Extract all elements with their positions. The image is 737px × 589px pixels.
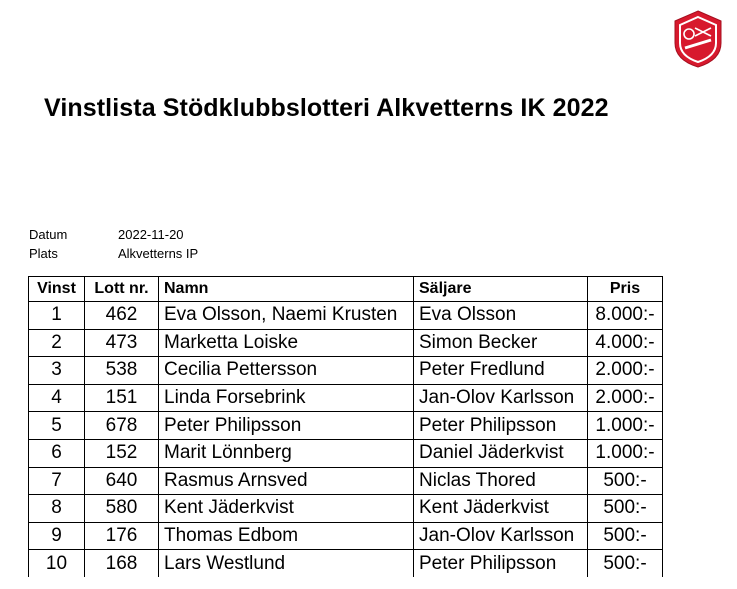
place-value: Alkvetterns IP — [118, 246, 199, 261]
cell-pris: 2.000:- — [587, 356, 663, 385]
cell-vinst: 9 — [28, 521, 85, 551]
cell-saljare: Peter Fredlund — [413, 356, 588, 385]
cell-namn: Marit Lönnberg — [158, 438, 414, 468]
header-pris: Pris — [587, 276, 663, 302]
table-row: 1 462 Eva Olsson, Naemi Krusten Eva Olss… — [28, 301, 663, 330]
cell-pris: 1.000:- — [587, 438, 663, 468]
results-table: Vinst Lott nr. Namn Säljare Pris 1 462 E… — [28, 276, 663, 577]
cell-lott-nr: 538 — [84, 356, 159, 385]
cell-saljare: Jan-Olov Karlsson — [413, 383, 588, 413]
cell-vinst: 2 — [28, 328, 85, 358]
cell-pris: 500:- — [587, 494, 663, 523]
cell-pris: 4.000:- — [587, 328, 663, 358]
cell-saljare: Eva Olsson — [413, 301, 588, 330]
table-row: 7 640 Rasmus Arnsved Niclas Thored 500:- — [28, 466, 663, 496]
cell-vinst: 5 — [28, 411, 85, 440]
date-label: Datum — [29, 227, 68, 242]
cell-lott-nr: 151 — [84, 383, 159, 413]
club-emblem-icon — [671, 10, 725, 68]
cell-pris: 2.000:- — [587, 383, 663, 413]
table-row: 4 151 Linda Forsebrink Jan-Olov Karlsson… — [28, 383, 663, 413]
cell-namn: Linda Forsebrink — [158, 383, 414, 413]
cell-saljare: Peter Philipsson — [413, 411, 588, 440]
header-lott-nr: Lott nr. — [84, 276, 159, 302]
cell-pris: 500:- — [587, 466, 663, 496]
table-header-row: Vinst Lott nr. Namn Säljare Pris — [28, 276, 663, 302]
table-row: 8 580 Kent Jäderkvist Kent Jäderkvist 50… — [28, 494, 663, 523]
cell-lott-nr: 462 — [84, 301, 159, 330]
cell-lott-nr: 678 — [84, 411, 159, 440]
header-vinst: Vinst — [28, 276, 85, 302]
cell-namn: Thomas Edbom — [158, 521, 414, 551]
table-row: 9 176 Thomas Edbom Jan-Olov Karlsson 500… — [28, 521, 663, 551]
cell-namn: Lars Westlund — [158, 549, 414, 577]
cell-namn: Kent Jäderkvist — [158, 494, 414, 523]
cell-namn: Marketta Loiske — [158, 328, 414, 358]
cell-pris: 1.000:- — [587, 411, 663, 440]
cell-lott-nr: 580 — [84, 494, 159, 523]
header-saljare: Säljare — [413, 276, 588, 302]
cell-namn: Peter Philipsson — [158, 411, 414, 440]
cell-lott-nr: 473 — [84, 328, 159, 358]
cell-saljare: Daniel Jäderkvist — [413, 438, 588, 468]
cell-vinst: 10 — [28, 549, 85, 577]
cell-saljare: Peter Philipsson — [413, 549, 588, 577]
cell-lott-nr: 152 — [84, 438, 159, 468]
cell-namn: Rasmus Arnsved — [158, 466, 414, 496]
cell-vinst: 6 — [28, 438, 85, 468]
cell-lott-nr: 168 — [84, 549, 159, 577]
cell-saljare: Niclas Thored — [413, 466, 588, 496]
table-row: 2 473 Marketta Loiske Simon Becker 4.000… — [28, 328, 663, 358]
header-namn: Namn — [158, 276, 414, 302]
cell-namn: Cecilia Pettersson — [158, 356, 414, 385]
table-row: 3 538 Cecilia Pettersson Peter Fredlund … — [28, 356, 663, 385]
cell-namn: Eva Olsson, Naemi Krusten — [158, 301, 414, 330]
place-label: Plats — [29, 246, 58, 261]
cell-vinst: 8 — [28, 494, 85, 523]
cell-pris: 500:- — [587, 549, 663, 577]
cell-saljare: Simon Becker — [413, 328, 588, 358]
table-row: 10 168 Lars Westlund Peter Philipsson 50… — [28, 549, 663, 577]
page-title: Vinstlista Stödklubbslotteri Alkvetterns… — [44, 94, 609, 122]
cell-saljare: Jan-Olov Karlsson — [413, 521, 588, 551]
cell-vinst: 3 — [28, 356, 85, 385]
cell-vinst: 1 — [28, 301, 85, 330]
table-row: 5 678 Peter Philipsson Peter Philipsson … — [28, 411, 663, 440]
date-value: 2022-11-20 — [118, 227, 184, 242]
table-row: 6 152 Marit Lönnberg Daniel Jäderkvist 1… — [28, 438, 663, 468]
cell-vinst: 7 — [28, 466, 85, 496]
cell-saljare: Kent Jäderkvist — [413, 494, 588, 523]
cell-lott-nr: 640 — [84, 466, 159, 496]
cell-pris: 500:- — [587, 521, 663, 551]
cell-pris: 8.000:- — [587, 301, 663, 330]
cell-vinst: 4 — [28, 383, 85, 413]
cell-lott-nr: 176 — [84, 521, 159, 551]
